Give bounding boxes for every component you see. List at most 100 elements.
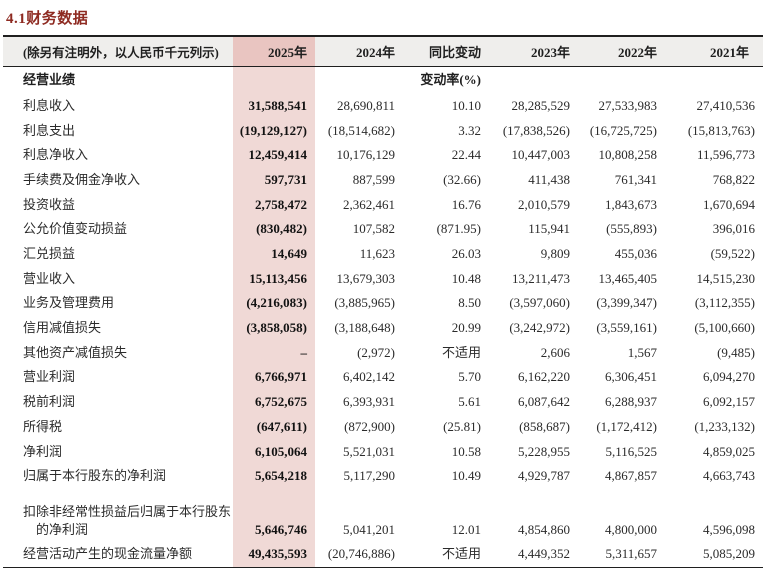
cell-2023: 9,809 [540, 246, 570, 261]
cell-2024: (2,972) [357, 344, 395, 360]
row-label: 利息收入 [23, 97, 76, 113]
cell-2025: 49,435,593 [233, 542, 315, 568]
cell-yoy-change: 3.32 [458, 122, 481, 138]
cell-yoy-change: 8.50 [458, 295, 481, 311]
cell-2025: 6,752,675 [233, 390, 315, 415]
cell-2021: 5,085,209 [665, 542, 763, 568]
table-row: 利息收入 31,588,541 28,690,811 10.10 28,285,… [3, 94, 763, 119]
cell-2025: (4,216,083) [233, 291, 315, 317]
cell-2023: 411,438 [528, 171, 570, 187]
cell-2023: 6,087,642 [518, 394, 570, 410]
change-unit-label: 变动率(%) [420, 72, 481, 88]
cell-2024: 28,690,811 [336, 97, 395, 113]
cell-2024: 6,402,142 [343, 369, 395, 385]
column-header-2025: 2025年 [233, 35, 315, 67]
cell-yoy-change: 20.99 [451, 320, 481, 336]
cell-2022: 4,867,857 [605, 468, 657, 484]
financial-report-page: { "title": "4.1财务数据", "colors": { "title… [3, 11, 763, 568]
cell-2024: 887,599 [352, 171, 395, 187]
cell-2022: (1,172,412) [596, 418, 657, 434]
cell-2025: 597,731 [233, 168, 315, 193]
section-label: 经营业绩 [23, 72, 76, 88]
cell-yoy-change: (25.81) [443, 418, 481, 434]
cell-2023: 115,941 [528, 221, 570, 237]
cell-yoy-change: (32.66) [443, 171, 481, 187]
cell-2022: 5,311,657 [578, 542, 665, 568]
cell-2023: (3,242,972) [509, 320, 570, 336]
table-row: 业务及管理费用 (4,216,083) (3,885,965) 8.50 (3,… [3, 291, 763, 317]
cell-2022: (16,725,725) [589, 122, 657, 138]
cell-2023: (17,838,526) [502, 122, 570, 138]
table-row: 净利润 6,105,064 5,521,031 10.58 5,228,955 … [3, 439, 763, 465]
page-title: 4.1财务数据 [6, 11, 89, 27]
cell-yoy-change: 16.76 [451, 196, 481, 212]
cell-2022: 1,567 [627, 344, 657, 360]
cell-2025: (3,858,058) [233, 316, 315, 341]
cell-2023: 6,162,220 [518, 369, 570, 385]
cell-2025: 6,105,064 [233, 439, 315, 465]
cell-yoy-change: 不适用 [403, 542, 489, 568]
section-row: 经营业绩 变动率(%) [3, 66, 763, 94]
table-row: 营业收入 15,113,456 13,679,303 10.48 13,211,… [3, 266, 763, 292]
cell-2024: 2,362,461 [343, 196, 395, 212]
cell-2021: 27,410,536 [696, 97, 756, 113]
row-label: 利息净收入 [23, 147, 89, 163]
cell-2025: – [233, 340, 315, 366]
table-row: 营业利润 6,766,971 6,402,142 5.70 6,162,220 … [3, 365, 763, 391]
cell-2024: 11,623 [359, 246, 395, 261]
table-row: 其他资产减值损失 – (2,972) 不适用 2,606 1,567 (9,48… [3, 340, 763, 366]
cell-2022: 6,306,451 [605, 369, 657, 385]
cell-2024: (20,746,886) [315, 542, 403, 568]
cell-2022: (3,559,161) [596, 320, 657, 336]
cell-yoy-change: 10.49 [451, 468, 481, 484]
cell-2021: (59,522) [710, 246, 755, 261]
cell-2025: 15,113,456 [233, 266, 315, 292]
column-header-2022: 2022年 [578, 35, 665, 67]
cell-2024: 107,582 [352, 221, 395, 237]
cell-yoy-change: 10.10 [451, 97, 481, 113]
row-label: 经营活动产生的现金流量净额 [3, 542, 233, 568]
row-label: 利息支出 [23, 122, 76, 138]
table-row: 投资收益 2,758,472 2,362,461 16.76 2,010,579… [3, 192, 763, 218]
cell-2021: (3,112,355) [694, 295, 755, 311]
cell-2024: (3,885,965) [334, 295, 395, 311]
cell-2022: 13,465,405 [598, 270, 658, 286]
cell-2022: 6,288,937 [605, 394, 657, 410]
cell-2021: (5,100,660) [694, 320, 755, 336]
cell-2024: 6,393,931 [343, 394, 395, 410]
table-row: 手续费及佣金净收入 597,731 887,599 (32.66) 411,43… [3, 168, 763, 193]
cell-2024: 13,679,303 [336, 270, 396, 286]
cell-2022: 10,808,258 [598, 147, 658, 163]
table-row: 经营活动产生的现金流量净额 49,435,593 (20,746,886) 不适… [3, 542, 763, 568]
cell-2022: 27,533,983 [598, 97, 658, 113]
table-row: 利息支出 (19,129,127) (18,514,682) 3.32 (17,… [3, 118, 763, 144]
row-label: 汇兑损益 [23, 246, 76, 261]
cell-2022: (555,893) [606, 221, 657, 237]
cell-2024: 5,521,031 [343, 443, 395, 459]
row-label: 营业利润 [23, 369, 76, 385]
cell-yoy-change: 10.58 [451, 443, 481, 459]
cell-2025: 5,654,218 [233, 464, 315, 489]
cell-2021: (1,233,132) [694, 418, 755, 434]
cell-2023: 28,285,529 [511, 97, 571, 113]
table-row: 归属于本行股东的净利润 5,654,218 5,117,290 10.49 4,… [3, 464, 763, 489]
cell-2024: 10,176,129 [336, 147, 396, 163]
cell-2021: 6,094,270 [703, 369, 755, 385]
cell-2024: 5,117,290 [343, 468, 395, 484]
cell-2025: (647,611) [233, 414, 315, 440]
cell-2021: 11,596,773 [696, 147, 755, 163]
cell-2023: (858,687) [519, 418, 570, 434]
table-row: 税前利润 6,752,675 6,393,931 5.61 6,087,642 … [3, 390, 763, 415]
column-header-2021: 2021年 [665, 35, 763, 67]
cell-2025: 5,646,746 [233, 489, 315, 542]
cell-2025: 2,758,472 [233, 192, 315, 218]
cell-yoy-change: 不适用 [441, 344, 481, 360]
units-note: (除另有注明外，以人民币千元列示) [3, 35, 233, 67]
column-header-yoy-change: 同比变动 [403, 35, 489, 67]
financial-data-table: (除另有注明外，以人民币千元列示) 2025年 2024年 同比变动 2023年… [3, 35, 763, 568]
row-label: 手续费及佣金净收入 [23, 171, 141, 187]
cell-2025: 12,459,414 [233, 143, 315, 169]
cell-2023: 4,449,352 [489, 542, 578, 568]
table-row: 利息净收入 12,459,414 10,176,129 22.44 10,447… [3, 143, 763, 169]
row-label: 投资收益 [23, 196, 76, 212]
